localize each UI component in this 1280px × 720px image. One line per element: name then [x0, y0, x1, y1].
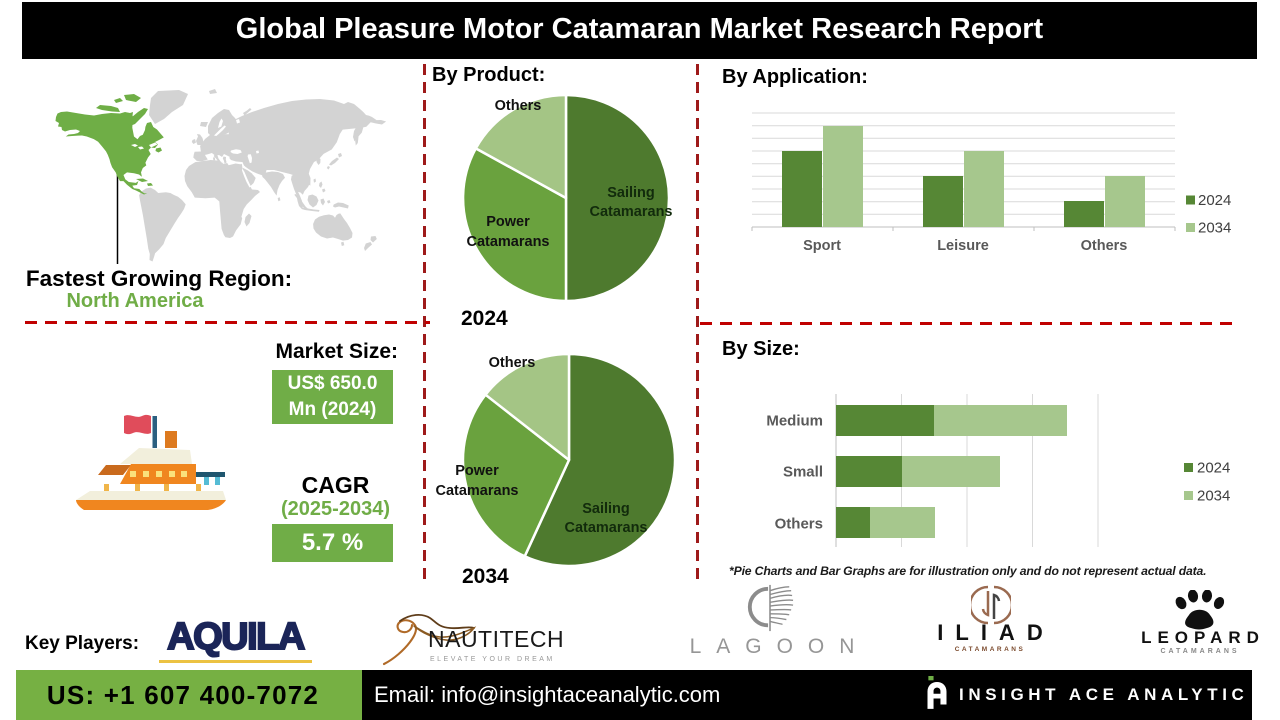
svg-text:Others: Others — [1081, 238, 1128, 254]
svg-text:Sport: Sport — [803, 238, 841, 254]
svg-text:Leisure: Leisure — [937, 238, 989, 254]
svg-text:2024: 2024 — [1198, 192, 1231, 209]
svg-text:Others: Others — [775, 516, 823, 533]
svg-text:Medium: Medium — [766, 413, 823, 430]
svg-text:2024: 2024 — [1197, 460, 1230, 477]
svg-text:2034: 2034 — [1198, 220, 1231, 237]
svg-text:Small: Small — [783, 464, 823, 481]
svg-text:2034: 2034 — [1197, 488, 1230, 505]
